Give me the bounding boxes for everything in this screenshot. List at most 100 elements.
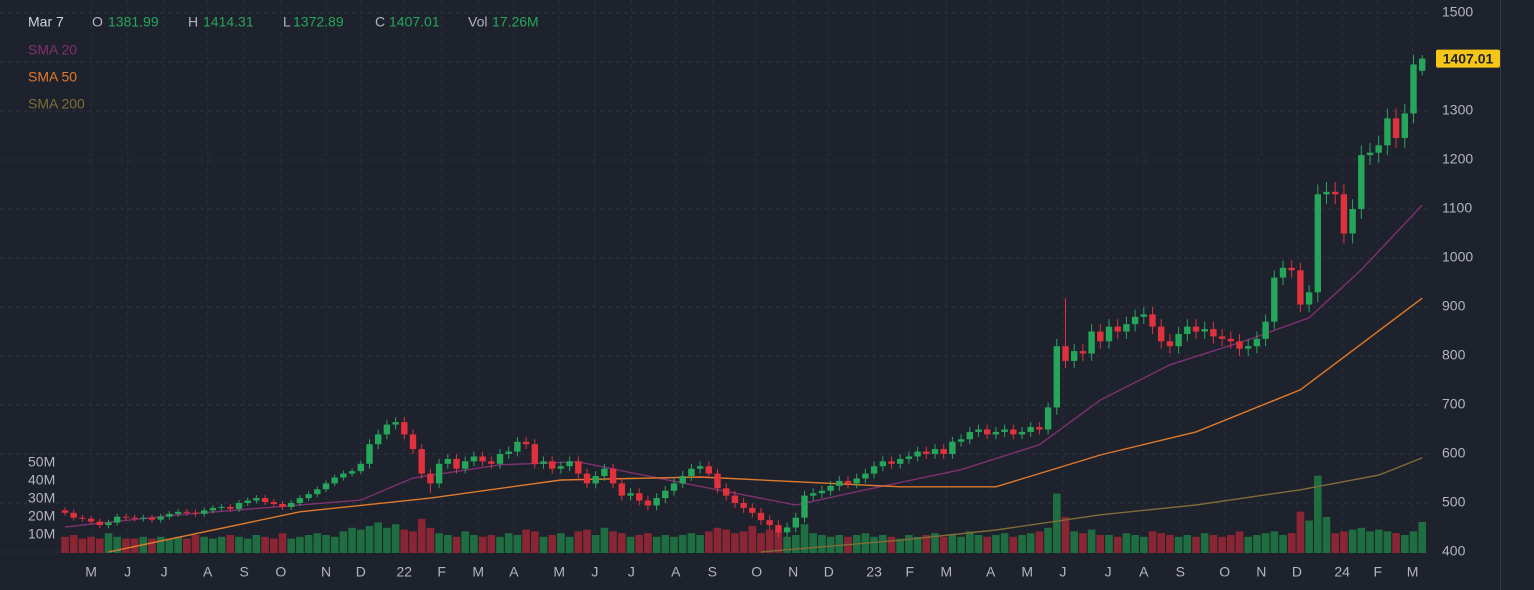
x-tick-label: O bbox=[275, 564, 286, 580]
volume-bar bbox=[896, 538, 904, 553]
volume-bar bbox=[1200, 533, 1209, 553]
candle-body bbox=[662, 490, 669, 499]
header-key: L bbox=[283, 14, 291, 30]
volume-bar bbox=[1401, 535, 1409, 553]
candle-body bbox=[70, 512, 77, 518]
volume-bar bbox=[913, 536, 922, 553]
volume-bar bbox=[470, 535, 478, 553]
volume-bar bbox=[626, 536, 635, 553]
legend-entry: SMA 50 bbox=[28, 69, 77, 85]
candle-body bbox=[949, 441, 956, 454]
volume-bar bbox=[104, 533, 113, 553]
volume-bar bbox=[887, 536, 896, 553]
candle-body bbox=[818, 490, 826, 494]
candle-body bbox=[296, 498, 304, 503]
candle-body bbox=[105, 522, 112, 526]
volume-bar bbox=[1079, 533, 1087, 553]
candle-body bbox=[496, 454, 504, 464]
volume-bar bbox=[461, 531, 469, 553]
volume-bar bbox=[1044, 527, 1052, 553]
volume-bar bbox=[1261, 533, 1270, 553]
x-tick-label: M bbox=[553, 564, 565, 580]
x-tick-label: M bbox=[85, 564, 97, 580]
candle-body bbox=[1358, 155, 1365, 209]
candle-body bbox=[957, 439, 965, 442]
candle-body bbox=[670, 483, 678, 491]
y-tick-label: 900 bbox=[1442, 298, 1466, 314]
candle-body bbox=[514, 441, 521, 452]
volume-bar bbox=[1305, 520, 1313, 553]
volume-bar bbox=[1409, 531, 1418, 553]
candle-body bbox=[409, 434, 417, 450]
candle-body bbox=[453, 458, 460, 469]
x-tick-label: S bbox=[708, 564, 717, 580]
volume-bar bbox=[948, 535, 957, 553]
candle-body bbox=[61, 510, 69, 513]
volume-bar bbox=[243, 538, 252, 553]
volume-bar bbox=[217, 536, 226, 553]
volume-bar bbox=[113, 536, 121, 553]
volume-bar bbox=[574, 531, 583, 553]
candle-body bbox=[288, 503, 295, 507]
candle-body bbox=[462, 461, 469, 469]
volume-bar bbox=[1140, 536, 1148, 553]
volume-bar bbox=[922, 535, 931, 553]
volume-bar bbox=[826, 536, 835, 553]
volume-bar bbox=[1000, 533, 1009, 553]
candle-body bbox=[1245, 346, 1252, 349]
y-tick-label: 700 bbox=[1442, 396, 1466, 412]
volume-bar bbox=[687, 533, 696, 553]
volume-bar bbox=[1227, 535, 1235, 553]
volume-bar bbox=[696, 535, 704, 553]
volume-bar bbox=[96, 538, 104, 553]
candle-body bbox=[1227, 338, 1234, 342]
candle-body bbox=[470, 456, 478, 462]
y-tick-label: 1000 bbox=[1442, 249, 1473, 265]
volume-layer bbox=[61, 475, 1426, 553]
candle-body bbox=[418, 449, 425, 474]
volume-bar bbox=[400, 529, 409, 553]
x-tick-label: N bbox=[321, 564, 331, 580]
candle-body bbox=[479, 456, 486, 462]
volume-bar bbox=[609, 531, 617, 553]
candle-body bbox=[870, 466, 878, 474]
x-tick-label: A bbox=[203, 564, 213, 580]
volume-bar bbox=[1087, 529, 1096, 553]
volume-bar bbox=[713, 527, 722, 553]
x-tick-label: J bbox=[124, 564, 131, 580]
header-value: 1372.89 bbox=[293, 14, 344, 30]
candle-body bbox=[383, 424, 391, 435]
y-tick-label: 1200 bbox=[1442, 151, 1473, 167]
volume-bar bbox=[1026, 533, 1035, 553]
candle-body bbox=[731, 495, 739, 503]
x-tick-label: N bbox=[1256, 564, 1266, 580]
volume-bar bbox=[417, 518, 426, 553]
candle-body bbox=[1253, 338, 1261, 347]
volume-bar bbox=[322, 535, 330, 553]
candle-body bbox=[444, 458, 451, 464]
candle-body bbox=[1036, 427, 1043, 430]
volume-bar bbox=[304, 535, 313, 553]
candle-body bbox=[1175, 333, 1182, 347]
volume-bar bbox=[531, 531, 539, 553]
volume-bar bbox=[1192, 536, 1200, 553]
volume-bar bbox=[809, 533, 817, 553]
candle-body bbox=[401, 422, 408, 435]
candle-body bbox=[897, 458, 904, 464]
candle-body bbox=[905, 456, 913, 459]
candle-body bbox=[1323, 191, 1330, 195]
volume-bar bbox=[1383, 531, 1392, 553]
candle-body bbox=[166, 513, 173, 517]
candle-body bbox=[314, 489, 321, 495]
candle-body bbox=[305, 494, 312, 499]
candle-body bbox=[392, 422, 399, 425]
volume-bar bbox=[1070, 531, 1078, 553]
candle-body bbox=[1027, 427, 1034, 432]
candle-body bbox=[174, 511, 182, 514]
volume-bar bbox=[800, 524, 809, 553]
volume-tick-label: 10M bbox=[28, 526, 55, 542]
volume-bar bbox=[583, 529, 591, 553]
volume-bar bbox=[1174, 536, 1183, 553]
candle-body bbox=[984, 429, 991, 435]
candle-body bbox=[340, 473, 347, 478]
